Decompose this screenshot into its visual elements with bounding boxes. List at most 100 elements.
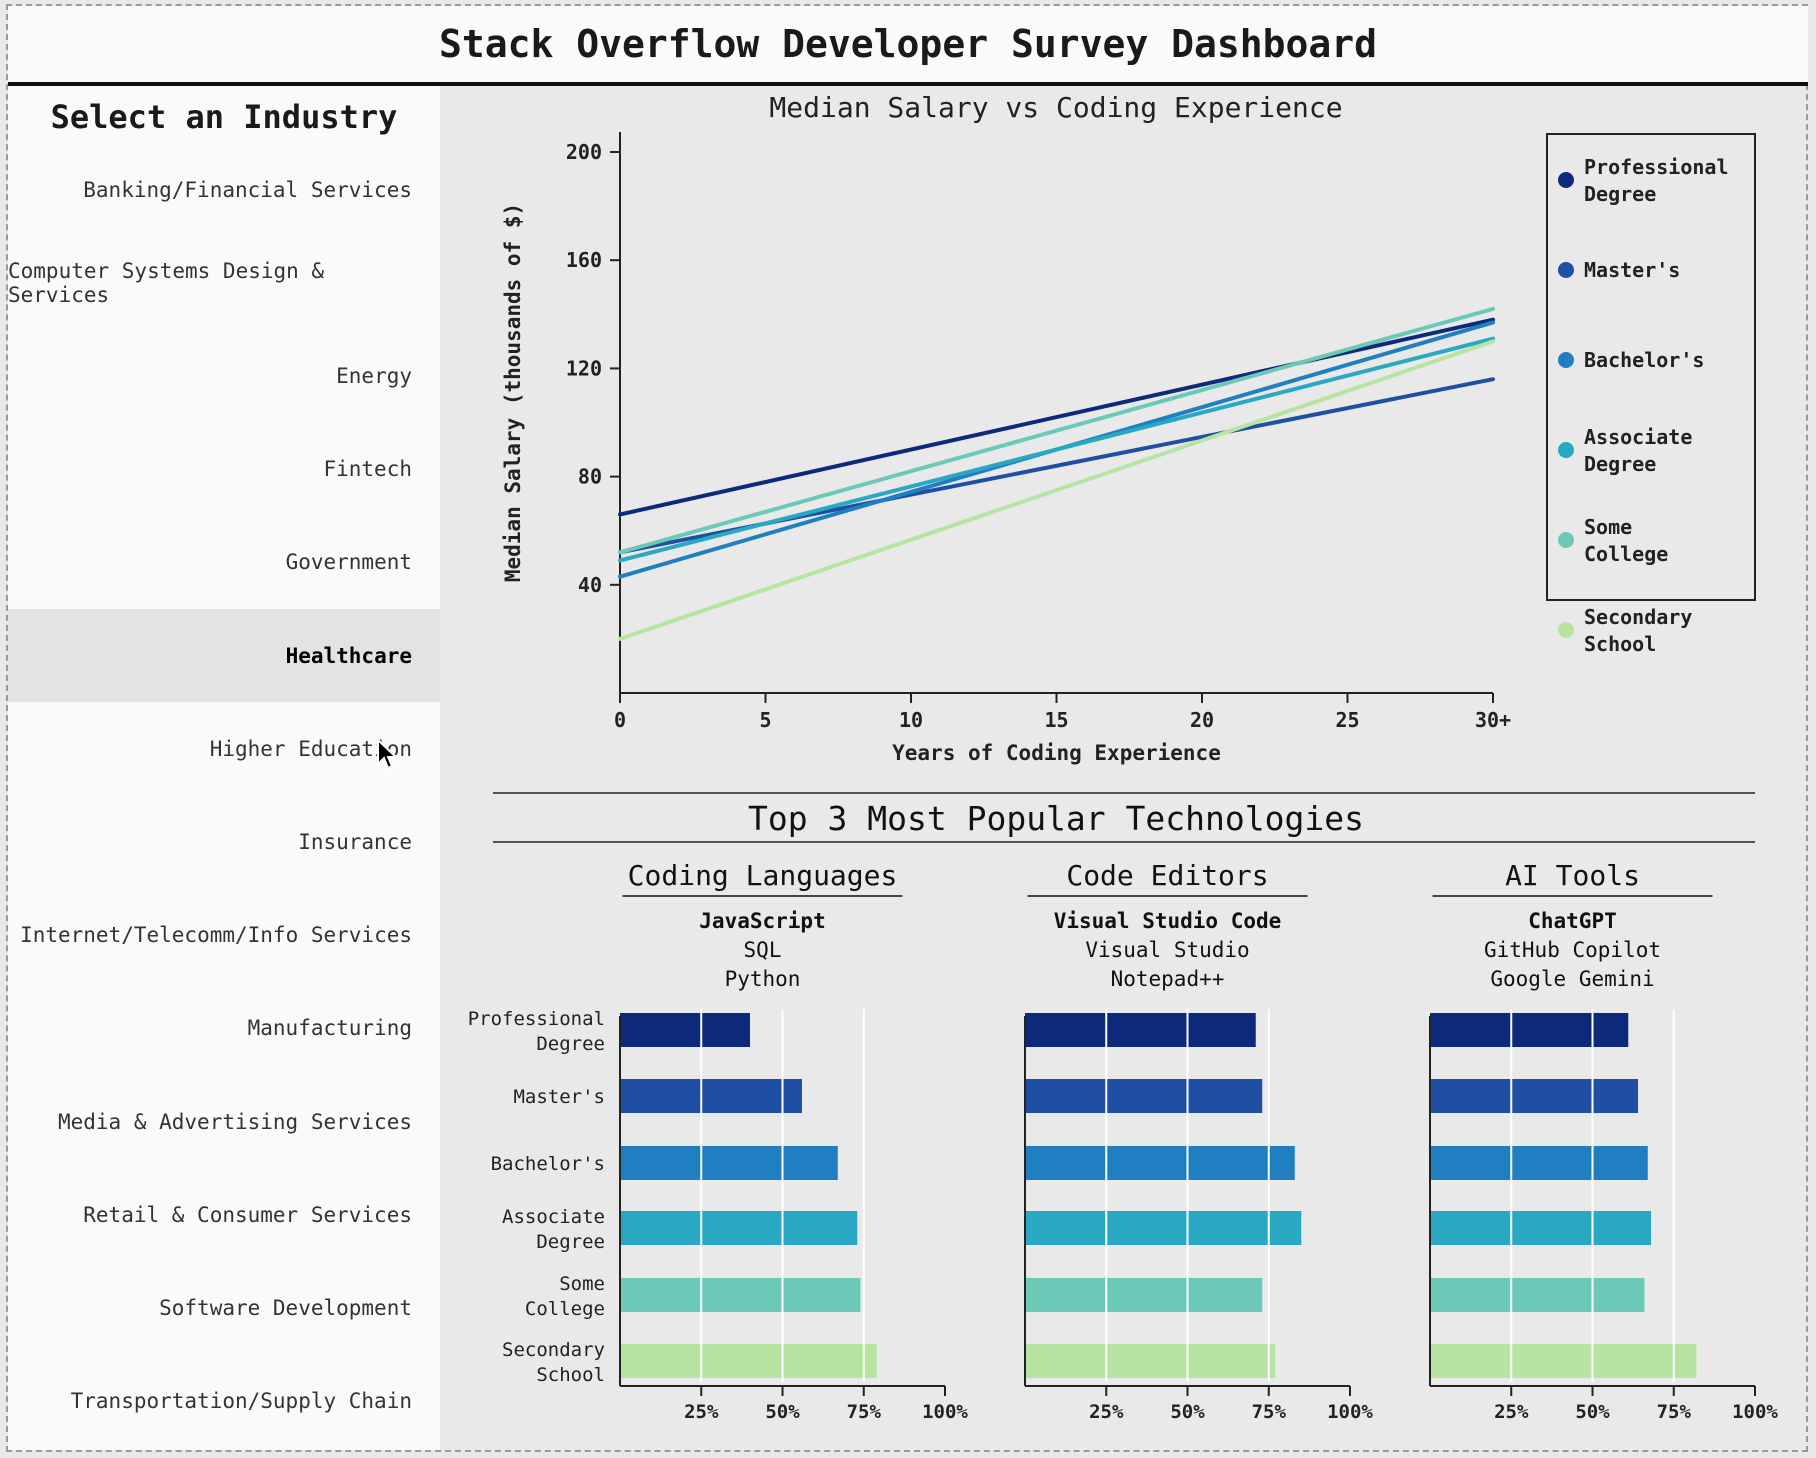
y-tick-label: 160	[566, 248, 602, 272]
bar-category-label-line: School	[536, 1364, 605, 1386]
y-tick-label: 40	[578, 573, 602, 597]
bar	[1025, 1344, 1276, 1378]
panel-x-tick-label: 50%	[1170, 1401, 1205, 1423]
top-technology-label: Python	[725, 967, 801, 991]
top-technology-label: GitHub Copilot	[1484, 938, 1661, 962]
panel-x-tick-label: 100%	[1732, 1401, 1778, 1423]
x-tick-label: 10	[899, 708, 923, 732]
legend-swatch	[1558, 352, 1574, 368]
panel-x-tick-label: 75%	[1657, 1401, 1692, 1423]
industry-item[interactable]: Manufacturing	[247, 1016, 412, 1041]
technologies-section: Top 3 Most Popular Technologies Professio…	[468, 792, 1778, 1423]
industry-item[interactable]: Healthcare	[8, 609, 440, 702]
industry-item[interactable]: Software Development	[159, 1295, 412, 1320]
bar	[1430, 1146, 1648, 1180]
series-line	[618, 339, 1495, 641]
industry-item[interactable]: Fintech	[323, 457, 412, 482]
bar	[620, 1146, 838, 1180]
legend-swatch	[1558, 172, 1574, 188]
bar-category-label: Bachelor's	[491, 1153, 605, 1175]
charts-canvas: Median Salary vs Coding Experience 40 80 12…	[468, 91, 1779, 1423]
industry-item[interactable]: Energy	[336, 363, 412, 388]
legend-label-line: Associate	[1584, 425, 1692, 449]
top-technology-label: Google Gemini	[1490, 967, 1654, 991]
panel-title: Coding Languages	[628, 859, 898, 892]
bar-category-label-line: Professional	[468, 1008, 605, 1030]
bar-category-label-line: College	[525, 1298, 605, 1320]
industry-item[interactable]: Internet/Telecomm/Info Services	[20, 923, 412, 948]
bar-category-label-line: Bachelor's	[491, 1153, 605, 1175]
x-tick-label: 15	[1044, 708, 1068, 732]
bar	[1430, 1278, 1645, 1312]
bar	[1430, 1344, 1697, 1378]
panel-title: Code Editors	[1066, 859, 1268, 892]
bar	[1025, 1278, 1263, 1312]
panel-title: AI Tools	[1505, 859, 1640, 892]
legend-label-line: Bachelor's	[1584, 348, 1704, 372]
panel-x-tick-label: 50%	[1575, 1401, 1610, 1423]
industry-item[interactable]: Computer Systems Design & Services	[8, 258, 325, 307]
bar-category-label-line: Associate	[502, 1206, 605, 1228]
bar	[620, 1013, 750, 1047]
tech-section-title: Top 3 Most Popular Technologies	[748, 799, 1364, 838]
legend-swatch	[1558, 622, 1574, 638]
main-panel: Median Salary vs Coding Experience 40 80 12…	[440, 86, 1808, 1450]
industry-item[interactable]: Insurance	[298, 829, 412, 854]
legend-label-line: Degree	[1584, 182, 1656, 206]
legend-label-line: Professional	[1584, 155, 1729, 179]
line-chart-title: Median Salary vs Coding Experience	[769, 91, 1342, 124]
industry-sidebar: Select an Industry Banking/Financial Ser…	[8, 86, 440, 1450]
legend-label-line: Some	[1584, 515, 1632, 539]
dashboard-frame	[6, 4, 1808, 1452]
bar-category-label: Some College	[525, 1273, 605, 1320]
legend-label: Associate Degree	[1584, 425, 1692, 476]
salary-line-chart: Median Salary vs Coding Experience 40 80 12…	[501, 91, 1756, 765]
bar	[1025, 1079, 1263, 1113]
top-technology-label: SQL	[744, 938, 782, 962]
x-axis-label: Years of Coding Experience	[892, 741, 1221, 765]
bar-category-label-line: Master's	[513, 1086, 605, 1108]
mouse-cursor-icon	[377, 738, 398, 770]
top-technology-label: Notepad++	[1111, 967, 1225, 991]
industry-item[interactable]: Banking/Financial Services	[83, 177, 412, 202]
bar	[620, 1079, 802, 1113]
panel-x-tick-label: 50%	[765, 1401, 800, 1423]
bar-category-label: Professional Degree	[468, 1008, 605, 1055]
panel-x-tick-label: 25%	[1089, 1401, 1124, 1423]
bar	[1430, 1013, 1629, 1047]
industry-item[interactable]: Government	[285, 550, 412, 575]
bar-category-label-line: Some	[559, 1273, 605, 1295]
x-tick-label: 5	[759, 708, 771, 732]
legend-swatch	[1558, 262, 1574, 278]
y-tick-label: 120	[566, 356, 602, 380]
bar	[620, 1278, 861, 1312]
panel-x-tick-label: 75%	[1252, 1401, 1287, 1423]
bar	[620, 1344, 877, 1378]
bar-category-label: Associate Degree	[502, 1206, 605, 1253]
x-tick-label: 20	[1190, 708, 1214, 732]
industry-item[interactable]: Retail & Consumer Services	[83, 1202, 412, 1227]
industry-item[interactable]: Media & Advertising Services	[57, 1109, 412, 1134]
top-technology-label: Visual Studio	[1085, 938, 1249, 962]
panel-x-tick-label: 25%	[1494, 1401, 1529, 1423]
top-technology-label: JavaScript	[699, 909, 825, 933]
top-technology-label: Visual Studio Code	[1054, 909, 1282, 933]
legend-label: Some College	[1584, 515, 1668, 566]
bar-category-label: Secondary School	[502, 1339, 605, 1386]
series-line	[618, 336, 1495, 563]
bar	[1430, 1079, 1638, 1113]
panel-x-tick-label: 100%	[1327, 1401, 1373, 1423]
bar-category-label: Master's	[513, 1086, 605, 1108]
bar	[1430, 1211, 1651, 1245]
top-technology-label: ChatGPT	[1528, 909, 1617, 933]
x-tick-label: 30+	[1475, 708, 1511, 732]
y-axis-label: Median Salary (thousands of $)	[501, 203, 525, 582]
bar	[1025, 1146, 1295, 1180]
bar	[1025, 1211, 1302, 1245]
series-line	[618, 317, 1495, 517]
bar	[620, 1211, 858, 1245]
legend-swatch	[1558, 442, 1574, 458]
legend-box	[1546, 133, 1756, 601]
industry-item[interactable]: Transportation/Supply Chain	[70, 1389, 412, 1414]
legend-label-line: Degree	[1584, 452, 1656, 476]
